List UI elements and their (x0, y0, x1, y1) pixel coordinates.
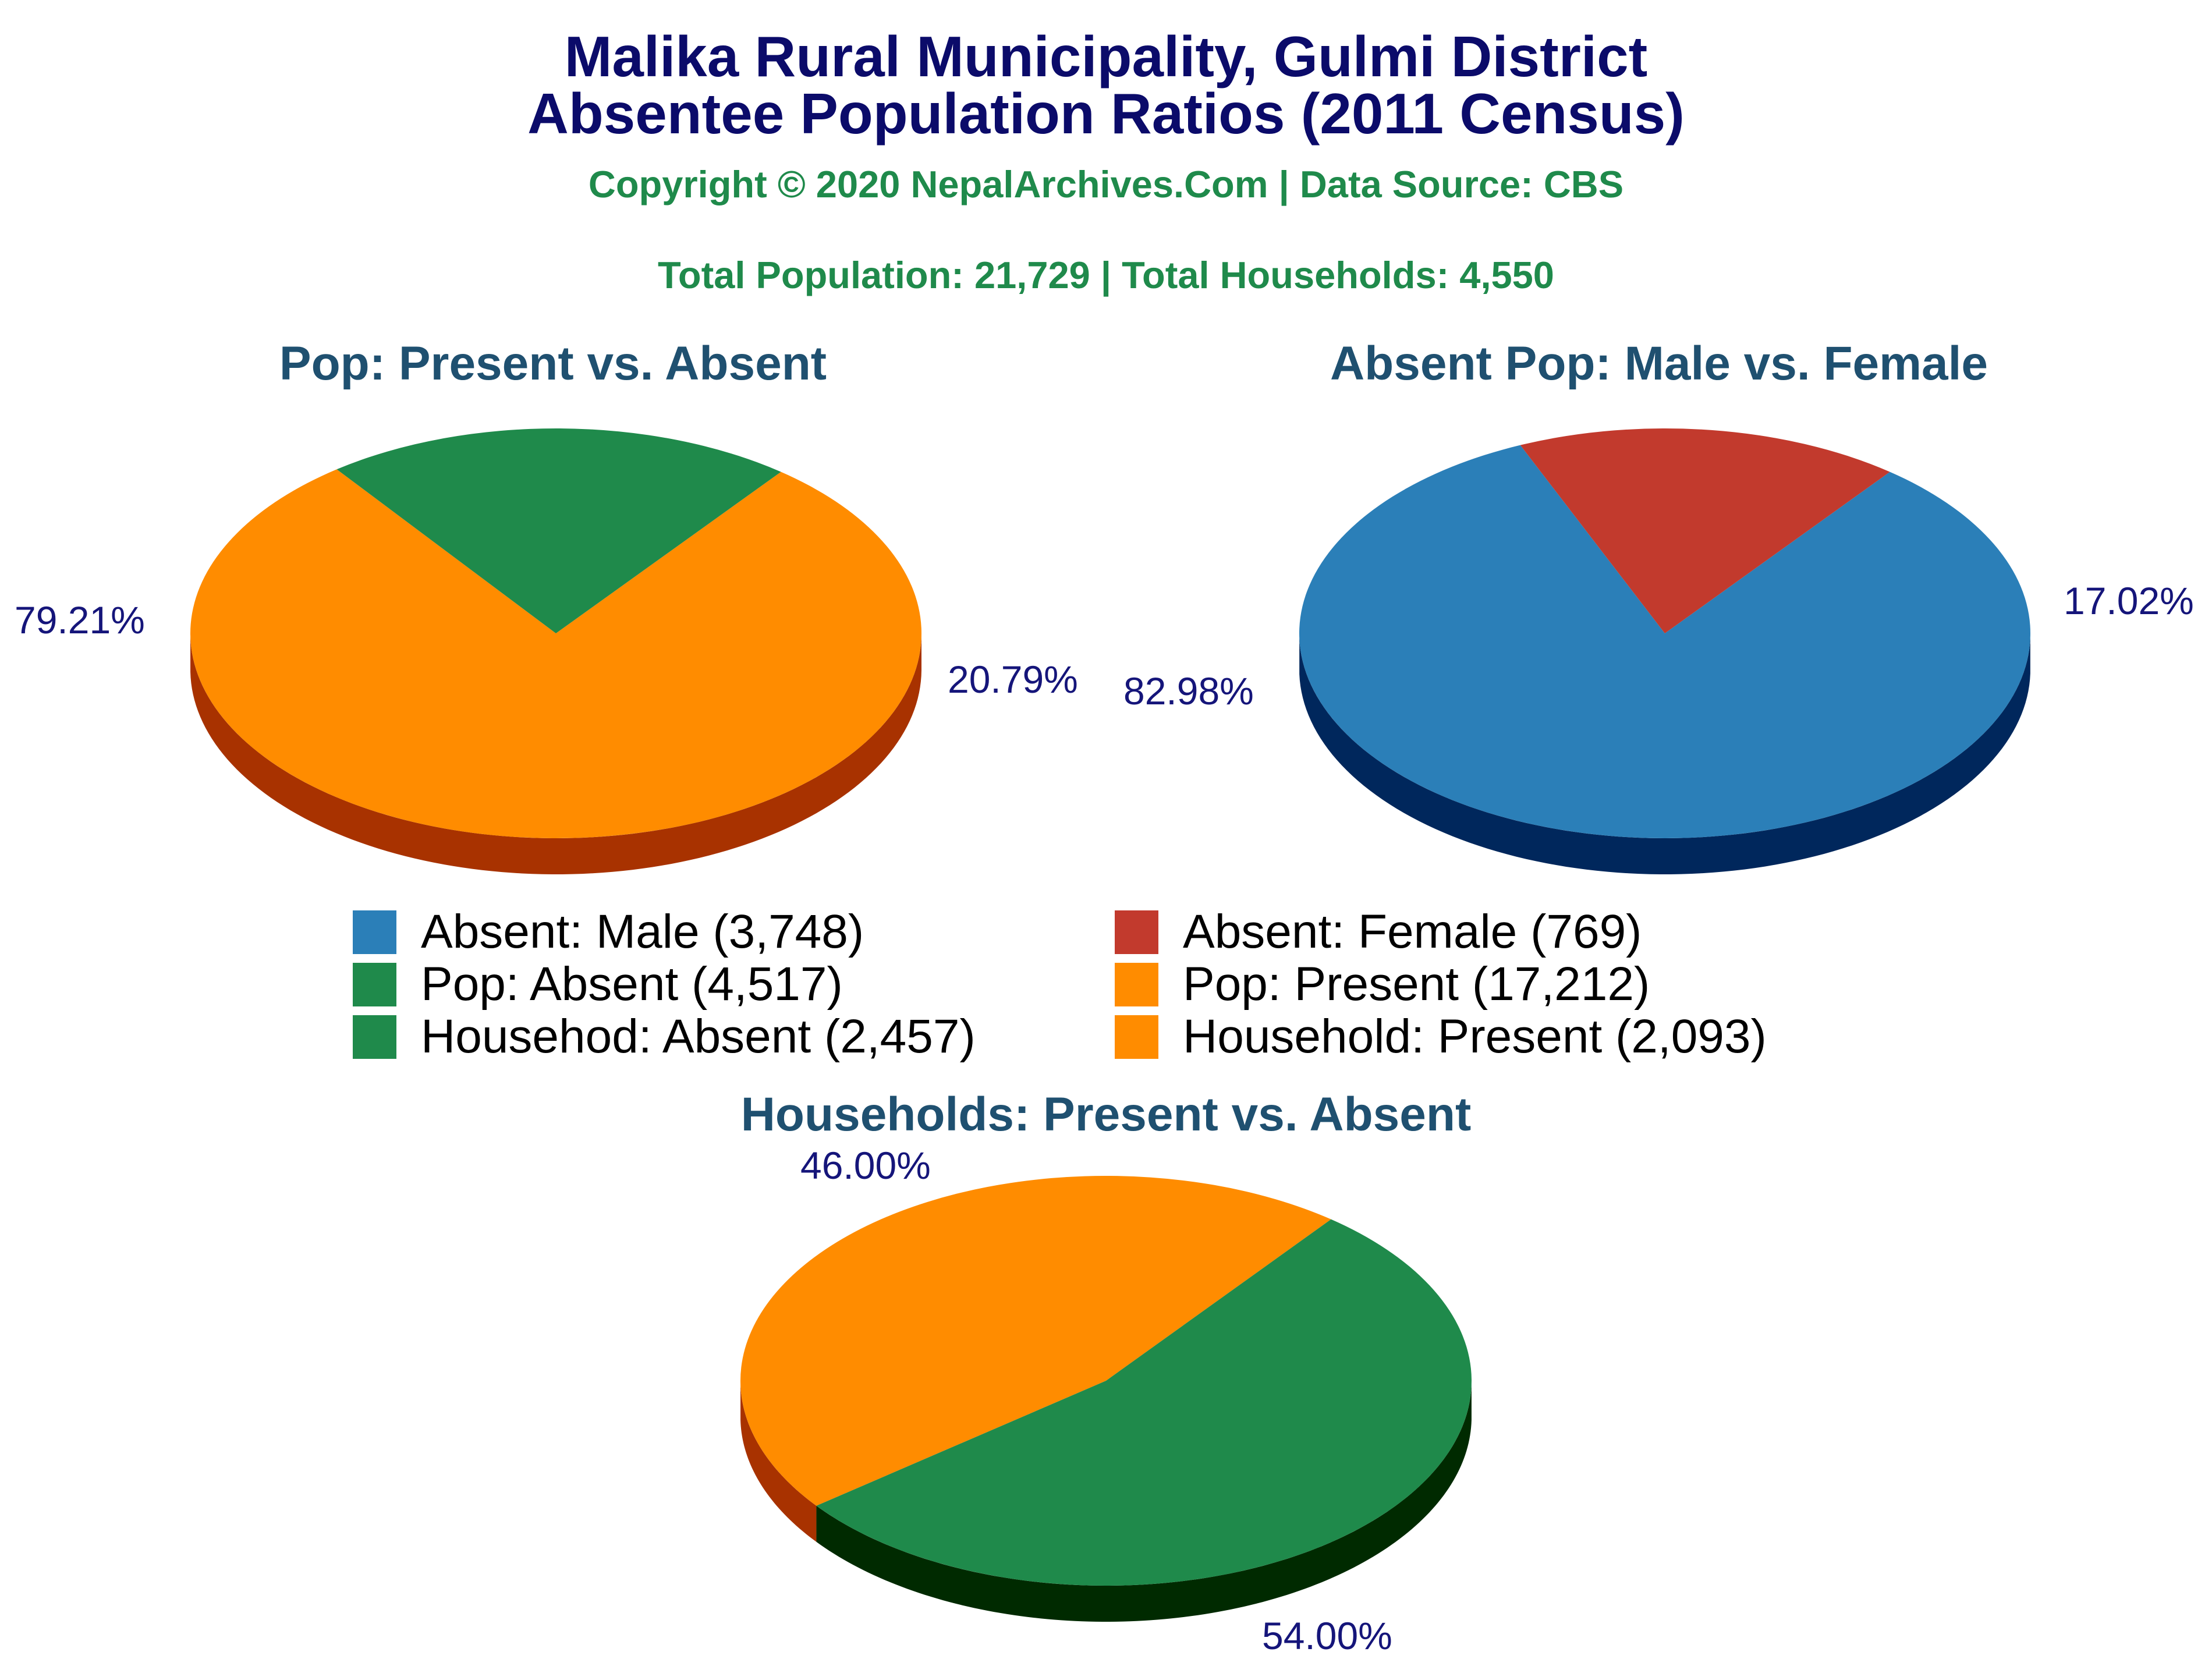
pie-slice-0 (740, 1175, 1331, 1506)
legend-swatch (1115, 962, 1158, 1006)
chart-title-absent-gender: Absent Pop: Male vs. Female (1330, 337, 1988, 390)
legend-label: Household: Present (2,093) (1183, 1010, 1767, 1063)
legend-swatch (1115, 910, 1158, 954)
pie-percent-label-0: 46.00% (800, 1144, 931, 1187)
legend-item-household-absent: Househod: Absent (2,457) (353, 1010, 976, 1063)
figure-title-line2: Absentee Population Ratios (2011 Census) (527, 81, 1685, 146)
figure-title-line1: Malika Rural Municipality, Gulmi Distric… (564, 24, 1648, 88)
pie-percent-label-0: 79.21% (15, 598, 145, 641)
pie-slice-0 (190, 469, 922, 839)
chart-title-pop: Pop: Present vs. Absent (279, 337, 827, 390)
pie-top-faces (1299, 428, 2030, 838)
legend-swatch (1115, 1015, 1158, 1059)
pie-slice-side-1 (816, 1384, 1472, 1622)
legend-label: Househod: Absent (2,457) (421, 1010, 976, 1063)
legend-label: Absent: Female (769) (1183, 905, 1642, 958)
legend-swatch (353, 1015, 396, 1059)
pie-slice-1 (1520, 428, 1890, 633)
pie-slice-1 (336, 428, 781, 633)
totals-text: Total Population: 21,729 | Total Househo… (658, 254, 1554, 296)
legend-item-household-present: Household: Present (2,093) (1115, 1010, 1767, 1063)
legend-label: Pop: Present (17,212) (1183, 958, 1650, 1011)
pie-absent-male-female: 82.98% 17.02% (1123, 428, 2194, 874)
chart-title-households: Households: Present vs. Absent (740, 1088, 1472, 1141)
pie-households-present-absent: 46.00% 54.00% (740, 1144, 1472, 1657)
pie-slice-side-0 (190, 634, 921, 874)
pie-slice-0 (1299, 445, 2030, 838)
legend-item-pop-absent: Pop: Absent (4,517) (353, 958, 843, 1011)
pie-percent-label-1: 17.02% (2064, 579, 2194, 622)
legend-item-absent-male: Absent: Male (3,748) (353, 905, 864, 958)
pie-pop-present-absent: 79.21% 20.79% (15, 428, 1078, 874)
pie-side-walls (1299, 637, 2030, 874)
pie-slice-1 (816, 1219, 1472, 1586)
pie-slice-side-0 (740, 1383, 817, 1542)
pie-top-faces (190, 428, 922, 839)
pie-side-walls (190, 634, 921, 874)
legend-swatch (353, 910, 396, 954)
pie-percent-label-1: 20.79% (948, 658, 1078, 701)
pie-percent-label-0: 82.98% (1123, 669, 1254, 712)
pie-percent-label-1: 54.00% (1262, 1614, 1392, 1657)
pie-side-walls (740, 1383, 1472, 1622)
legend-label: Absent: Male (3,748) (421, 905, 864, 958)
legend-item-absent-female: Absent: Female (769) (1115, 905, 1642, 958)
pie-top-faces (740, 1175, 1472, 1586)
legend-item-pop-present: Pop: Present (17,212) (1115, 958, 1650, 1011)
legend-label: Pop: Absent (4,517) (421, 958, 843, 1011)
copyright-text: Copyright © 2020 NepalArchives.Com | Dat… (588, 163, 1624, 205)
pie-slice-side-0 (1299, 637, 2030, 874)
legend-swatch (353, 962, 396, 1006)
